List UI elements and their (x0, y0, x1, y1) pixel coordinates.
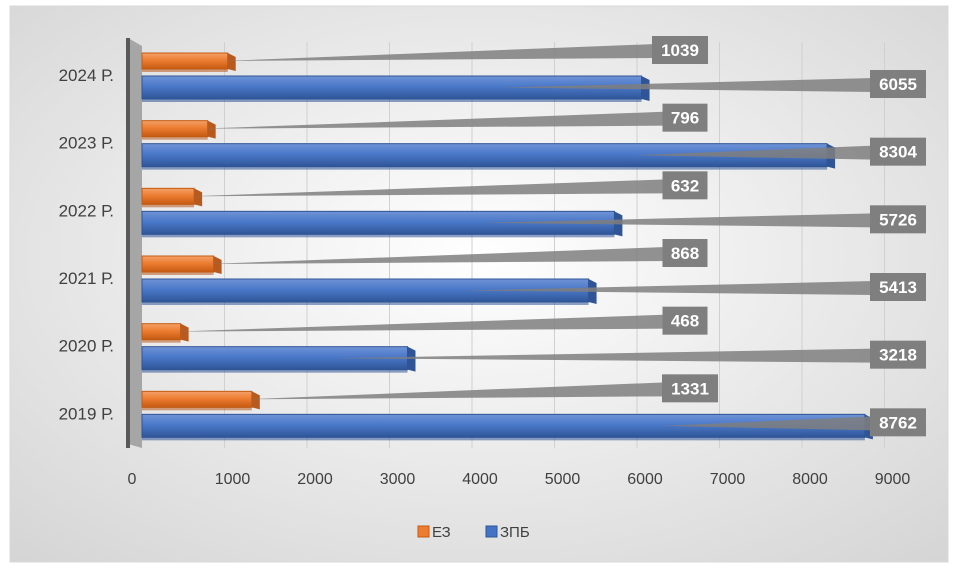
data-label-leader (635, 145, 874, 160)
category-label: 2023 Р. (59, 134, 114, 153)
data-label: 3218 (879, 346, 917, 365)
data-label-leader (188, 179, 667, 197)
data-label-leader (501, 78, 874, 92)
bar-end-face (194, 188, 203, 207)
category-label: 2020 Р. (59, 337, 114, 356)
category-label: 2024 Р. (59, 66, 114, 85)
bar-ez (141, 120, 209, 138)
bar-bottom-face (142, 407, 252, 411)
bar-bottom-face (142, 99, 642, 102)
x-tick-label: 9000 (875, 471, 911, 488)
x-tick-label: 1000 (215, 471, 251, 488)
bar-end-face (251, 391, 260, 410)
bar-bottom-face (142, 437, 865, 441)
bar-ez (141, 52, 229, 70)
data-label: 796 (671, 109, 699, 128)
bar-ez (141, 390, 253, 408)
data-label-leader (207, 247, 667, 264)
data-label-leader (245, 382, 666, 400)
data-label-box (870, 408, 926, 437)
data-label: 6055 (879, 75, 917, 94)
bar-end-face (180, 323, 189, 342)
data-label-box (870, 70, 926, 98)
x-tick-label: 2000 (297, 471, 333, 488)
bar-end-face (207, 120, 216, 139)
bar-bottom-face (142, 339, 181, 343)
bar-bottom-face (142, 272, 214, 275)
bar-ez (141, 255, 215, 273)
legend-label: ЗПБ (500, 524, 530, 541)
data-label-leader (333, 348, 875, 363)
bar-ez (141, 187, 195, 205)
data-label-box (870, 273, 926, 301)
data-label-leader (221, 44, 656, 61)
x-tick-label: 7000 (710, 471, 746, 488)
data-label-box (652, 36, 708, 64)
data-label: 8304 (879, 143, 917, 162)
data-label: 1039 (661, 41, 699, 60)
x-tick-label: 4000 (462, 471, 498, 488)
data-label-box (870, 137, 926, 166)
data-label-box (870, 340, 926, 369)
data-label-box (662, 103, 708, 132)
bar-bottom-face (142, 166, 828, 170)
data-label: 468 (671, 312, 699, 331)
bar-end-face (407, 346, 416, 372)
category-label: 2019 Р. (59, 404, 114, 423)
data-label-box (662, 374, 718, 403)
bar-bottom-face (142, 302, 589, 305)
chart-side-wall (128, 38, 142, 448)
bar-end-face (213, 256, 222, 274)
x-tick-label: 3000 (380, 471, 416, 488)
data-label-leader (174, 314, 667, 332)
data-label: 1331 (671, 379, 709, 398)
data-label: 632 (671, 176, 699, 195)
x-tick-label: 6000 (627, 471, 663, 488)
bar-bottom-face (142, 234, 615, 238)
bar-ez (141, 323, 182, 341)
bar-bottom-face (142, 369, 408, 373)
data-label-leader (482, 213, 874, 228)
bar-bottom-face (142, 69, 228, 72)
legend-swatch (417, 525, 430, 538)
data-label-box (870, 205, 926, 234)
data-label: 5413 (879, 278, 917, 297)
data-label-leader (662, 416, 874, 431)
bar-bottom-face (142, 204, 195, 208)
data-label: 8762 (879, 413, 917, 432)
data-label-box (662, 239, 708, 267)
x-tick-label: 8000 (792, 471, 828, 488)
legend-label: ЕЗ (432, 524, 451, 541)
bar-end-face (227, 53, 236, 71)
data-label-leader (463, 281, 874, 295)
data-label-leader (201, 111, 667, 129)
x-tick-label: 0 (128, 471, 137, 488)
category-label: 2022 Р. (59, 201, 114, 220)
legend-swatch (485, 525, 498, 538)
bar-bottom-face (142, 136, 208, 140)
category-label: 2021 Р. (59, 269, 114, 288)
x-tick-label: 5000 (545, 471, 581, 488)
data-label-box (662, 171, 708, 200)
data-label-box (662, 306, 708, 335)
data-label: 5726 (879, 210, 917, 229)
data-label: 868 (671, 244, 699, 263)
